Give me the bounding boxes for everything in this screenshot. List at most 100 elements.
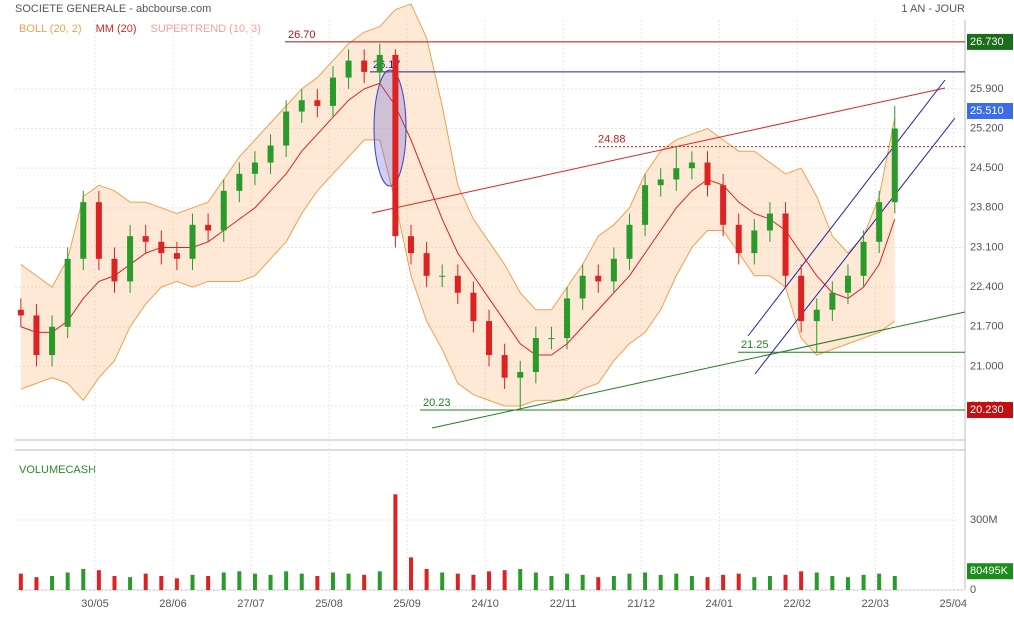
volume-bar bbox=[455, 573, 460, 590]
candle-body bbox=[548, 338, 555, 340]
volume-bar bbox=[627, 573, 632, 590]
candle-body bbox=[829, 292, 836, 310]
y-tick-label: 25.200 bbox=[970, 122, 1004, 134]
candle-body bbox=[64, 258, 71, 327]
candle-body bbox=[798, 275, 805, 322]
volume-bar bbox=[50, 576, 55, 590]
candle-body bbox=[813, 309, 820, 322]
x-tick-label: 22/03 bbox=[862, 598, 890, 610]
volume-bar bbox=[346, 573, 351, 590]
y-tick-label: 24.500 bbox=[970, 162, 1004, 174]
highlight-ellipse bbox=[373, 69, 407, 187]
candle-body bbox=[329, 77, 336, 106]
candle-body bbox=[579, 275, 586, 299]
x-tick-label: 21/12 bbox=[627, 598, 655, 610]
candle-body bbox=[626, 224, 633, 259]
candle-body bbox=[735, 224, 742, 254]
candle-body bbox=[142, 236, 149, 242]
volume-bar bbox=[112, 576, 117, 590]
y-tick-label: 0 bbox=[970, 584, 976, 596]
y-tick-label: 25.900 bbox=[970, 83, 1004, 95]
price-tag-label: 25.510 bbox=[970, 105, 1004, 117]
candle-body bbox=[173, 253, 180, 259]
candle-body bbox=[517, 372, 524, 378]
candle-body bbox=[95, 202, 102, 259]
candle-body bbox=[205, 224, 212, 231]
volume-bar bbox=[284, 571, 289, 590]
candle-body bbox=[376, 54, 383, 72]
candle-body bbox=[267, 145, 274, 163]
volume-bar bbox=[393, 494, 398, 590]
volume-bar bbox=[408, 557, 413, 590]
volume-bar bbox=[565, 573, 570, 590]
volume-bar bbox=[206, 576, 211, 590]
candle-body bbox=[439, 275, 446, 277]
candle-body bbox=[766, 213, 773, 231]
candle-body bbox=[860, 241, 867, 276]
bollinger-band bbox=[20, 3, 895, 407]
volume-bar bbox=[721, 574, 726, 590]
y-tick-label: 23.800 bbox=[970, 202, 1004, 214]
volume-title: VOLUMECASH bbox=[19, 464, 96, 476]
y-tick-label: 22.400 bbox=[970, 281, 1004, 293]
candle-body bbox=[283, 111, 290, 146]
volume-bar bbox=[596, 577, 601, 590]
candle-body bbox=[17, 309, 24, 316]
bollinger-lower bbox=[20, 139, 896, 407]
moving-average bbox=[20, 82, 896, 356]
price-tag bbox=[967, 563, 1013, 580]
volume-bar bbox=[689, 576, 694, 590]
volume-bar bbox=[81, 569, 86, 590]
volume-bar bbox=[830, 576, 835, 590]
x-tick-label: 22/11 bbox=[550, 598, 577, 610]
volume-bar bbox=[143, 573, 148, 590]
x-tick-label: 28/06 bbox=[159, 598, 187, 610]
level-label: 21.25 bbox=[741, 339, 769, 351]
volume-bar bbox=[159, 576, 164, 590]
level-label: 26.70 bbox=[288, 29, 316, 41]
volume-bar bbox=[643, 572, 648, 590]
trend-line bbox=[371, 87, 946, 214]
price-tag bbox=[967, 33, 1013, 50]
volume-bar bbox=[440, 572, 445, 590]
bollinger-upper bbox=[20, 3, 896, 311]
candle-body bbox=[189, 224, 196, 259]
candle-body bbox=[127, 236, 134, 282]
candle-body bbox=[657, 179, 664, 186]
y-tick-label: 21.700 bbox=[970, 321, 1004, 333]
candle-body bbox=[782, 213, 789, 276]
legend-entry: BOLL (20, 2) bbox=[19, 23, 82, 35]
period: 1 AN - JOUR bbox=[901, 3, 965, 15]
volume-bar bbox=[861, 574, 866, 590]
candle-body bbox=[642, 185, 649, 225]
volume-bar bbox=[377, 571, 382, 590]
candle-body bbox=[876, 202, 883, 242]
candle-body bbox=[298, 100, 305, 112]
candle-body bbox=[407, 236, 414, 254]
candle-body bbox=[49, 326, 56, 356]
volume-bar bbox=[362, 574, 367, 590]
candle-body bbox=[704, 162, 711, 186]
x-tick-label: 22/02 bbox=[783, 598, 811, 610]
volume-bar bbox=[128, 577, 133, 590]
volume-bar bbox=[252, 573, 257, 590]
volume-bar bbox=[877, 573, 882, 590]
candle-body bbox=[673, 168, 680, 180]
candle-body bbox=[688, 162, 695, 169]
volume-bar bbox=[221, 572, 226, 590]
volume-bar bbox=[299, 573, 304, 590]
y-tick-label: 300M bbox=[970, 514, 998, 526]
volume-bar bbox=[268, 574, 273, 590]
x-tick-label: 24/01 bbox=[705, 598, 733, 610]
candle-body bbox=[345, 60, 352, 78]
trend-line bbox=[431, 311, 966, 429]
candle-body bbox=[111, 258, 118, 282]
volume-bar bbox=[752, 577, 757, 590]
candle-body bbox=[236, 173, 243, 191]
volume-bar bbox=[315, 576, 320, 590]
price-tag-label: 26.730 bbox=[970, 36, 1004, 48]
candle-body bbox=[454, 275, 461, 293]
volume-bar bbox=[471, 574, 476, 590]
volume-bar bbox=[658, 574, 663, 590]
